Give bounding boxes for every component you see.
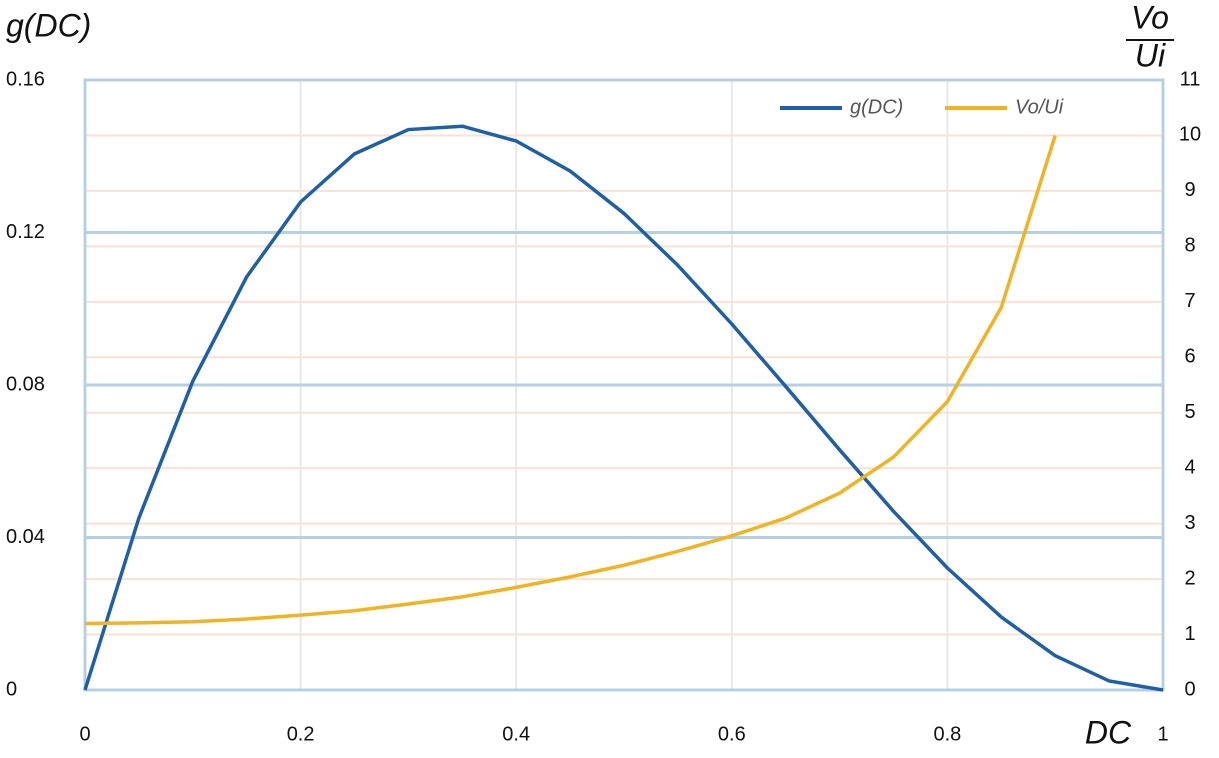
y-axis-title: g(DC)	[6, 7, 91, 43]
x-axis-title: DC	[1085, 714, 1132, 750]
y2-tick-label: 3	[1184, 512, 1195, 534]
series-line	[84, 134, 1057, 626]
y-tick-label: 0.08	[6, 373, 45, 395]
legend-label: Vo/Ui	[1015, 96, 1064, 118]
y-tick-label: 0	[6, 678, 17, 700]
y2-tick-label: 2	[1184, 567, 1195, 589]
x-tick-label: 0.6	[718, 723, 746, 745]
y2-tick-label: 9	[1184, 179, 1195, 201]
x-tick-label: 1	[1157, 723, 1168, 745]
x-tick-label: 0.2	[287, 723, 315, 745]
x-tick-label: 0	[79, 723, 90, 745]
legend-label: g(DC)	[850, 96, 903, 118]
y2-axis-title-top: Vo	[1131, 0, 1169, 35]
y2-tick-label: 6	[1184, 346, 1195, 368]
y2-tick-label: 5	[1184, 401, 1195, 423]
y2-tick-label: 8	[1184, 235, 1195, 257]
y2-tick-label: 7	[1184, 290, 1195, 312]
y2-tick-label: 1	[1184, 623, 1195, 645]
y2-tick-label: 4	[1184, 456, 1195, 478]
series-line	[83, 124, 1164, 692]
x-tick-label: 0.8	[933, 723, 961, 745]
y2-axis-title-bottom: Ui	[1135, 37, 1166, 73]
y-tick-label: 0.04	[6, 526, 45, 548]
y2-tick-label: 10	[1179, 124, 1201, 146]
y-tick-label: 0.12	[6, 221, 45, 243]
plot-frame	[83, 78, 1165, 692]
y2-tick-label: 11	[1180, 68, 1201, 90]
y-tick-label: 0.16	[6, 68, 45, 90]
x-tick-label: 0.4	[502, 723, 530, 745]
y2-tick-label: 0	[1184, 678, 1195, 700]
